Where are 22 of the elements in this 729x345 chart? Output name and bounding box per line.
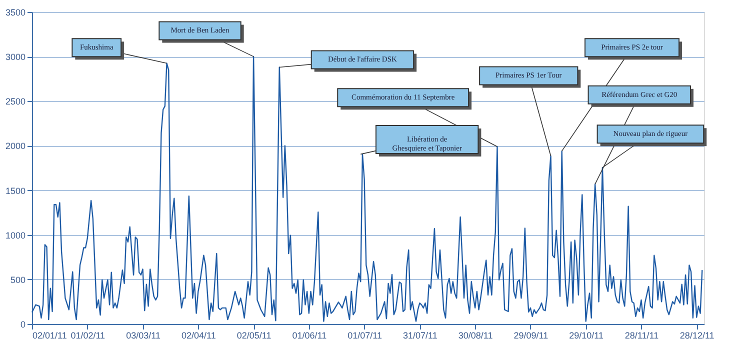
x-tick-label: 31/07/11 xyxy=(403,330,438,340)
y-tick-label: 0 xyxy=(20,320,26,330)
x-tick-label: 01/02/11 xyxy=(70,330,106,340)
x-tick-label: 02/04/11 xyxy=(181,330,216,340)
y-tick-label: 3500 xyxy=(5,8,26,18)
x-tick-label: 29/09/11 xyxy=(514,330,548,340)
x-tick-label: 02/01/11 xyxy=(32,330,67,340)
line-series xyxy=(31,56,703,322)
y-tick-label: 2000 xyxy=(5,141,26,152)
x-tick-label: 03/03/11 xyxy=(126,330,160,340)
x-tick-label: 28/12/11 xyxy=(680,330,714,340)
x-tick-label: 01/06/11 xyxy=(292,330,327,340)
x-tick-label: 29/10/11 xyxy=(569,330,604,340)
x-tick-label: 01/07/11 xyxy=(348,330,382,340)
x-tick-label: 30/08/11 xyxy=(458,330,493,340)
y-tick-label: 1500 xyxy=(5,186,26,196)
y-tick-label: 3000 xyxy=(5,52,26,62)
x-tick-label: 02/05/11 xyxy=(236,330,272,340)
y-tick-label: 500 xyxy=(10,274,26,285)
x-tick-label: 28/11/11 xyxy=(624,330,659,340)
y-tick-label: 2500 xyxy=(5,96,26,107)
y-tick-label: 1000 xyxy=(5,230,26,240)
